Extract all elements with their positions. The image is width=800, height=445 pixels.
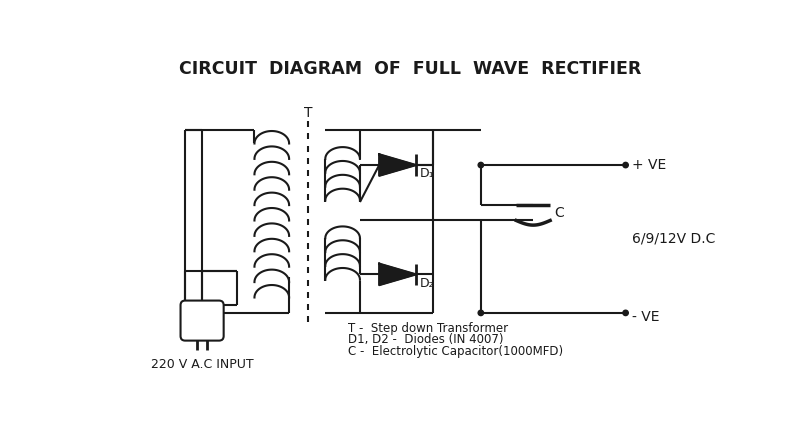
Text: + VE: + VE [632, 158, 666, 172]
Text: C -  Electrolytic Capacitor(1000MFD): C - Electrolytic Capacitor(1000MFD) [349, 345, 563, 358]
Circle shape [478, 310, 483, 316]
Polygon shape [379, 154, 416, 176]
Text: D1, D2 -  Diodes (IN 4007): D1, D2 - Diodes (IN 4007) [349, 333, 504, 346]
Circle shape [478, 162, 483, 168]
Circle shape [623, 310, 628, 316]
Text: T -  Step down Transformer: T - Step down Transformer [349, 322, 509, 335]
Polygon shape [379, 263, 416, 285]
Text: CIRCUIT  DIAGRAM  OF  FULL  WAVE  RECTIFIER: CIRCUIT DIAGRAM OF FULL WAVE RECTIFIER [179, 60, 641, 78]
Text: D₂: D₂ [420, 277, 434, 290]
Text: T: T [304, 105, 313, 120]
Text: C: C [554, 206, 564, 220]
Text: - VE: - VE [632, 310, 659, 324]
FancyBboxPatch shape [181, 300, 224, 340]
Text: 6/9/12V D.C: 6/9/12V D.C [632, 232, 715, 246]
Circle shape [623, 162, 628, 168]
Text: 220 V A.C INPUT: 220 V A.C INPUT [150, 357, 254, 371]
Text: D₁: D₁ [420, 167, 434, 180]
